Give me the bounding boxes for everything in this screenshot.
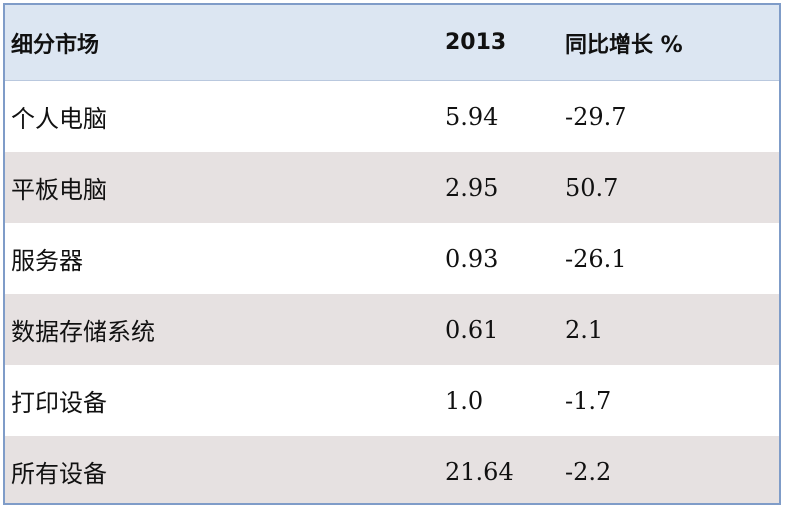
value-2013-cell: 2.95 (445, 173, 499, 202)
growth-cell: -26.1 (565, 244, 627, 273)
value-2013-cell: 0.93 (445, 244, 499, 273)
table-header-row: 细分市场 2013 同比增长 % (5, 5, 779, 81)
table-row: 打印设备 1.0 -1.7 (5, 365, 779, 436)
table-row: 所有设备 21.64 -2.2 (5, 436, 779, 503)
market-segment-table: 细分市场 2013 同比增长 % 个人电脑 5.94 -29.7 平板电脑 2.… (3, 3, 781, 505)
segment-cell: 所有设备 (11, 460, 107, 488)
growth-cell: 2.1 (565, 315, 604, 344)
header-year-2013: 2013 (445, 30, 507, 55)
growth-cell: -29.7 (565, 102, 627, 131)
header-growth: 同比增长 % (565, 32, 683, 58)
table-row: 数据存储系统 0.61 2.1 (5, 294, 779, 365)
value-2013-cell: 5.94 (445, 102, 499, 131)
growth-cell: 50.7 (565, 173, 619, 202)
value-2013-cell: 1.0 (445, 386, 484, 415)
segment-cell: 打印设备 (11, 389, 107, 417)
segment-cell: 个人电脑 (11, 105, 107, 133)
segment-cell: 服务器 (11, 247, 83, 275)
segment-cell: 平板电脑 (11, 176, 107, 204)
table-row: 个人电脑 5.94 -29.7 (5, 81, 779, 152)
table-row: 服务器 0.93 -26.1 (5, 223, 779, 294)
segment-cell: 数据存储系统 (11, 318, 155, 346)
value-2013-cell: 21.64 (445, 457, 514, 486)
growth-cell: -1.7 (565, 386, 612, 415)
value-2013-cell: 0.61 (445, 315, 499, 344)
growth-cell: -2.2 (565, 457, 612, 486)
table-row: 平板电脑 2.95 50.7 (5, 152, 779, 223)
header-segment: 细分市场 (11, 32, 100, 58)
